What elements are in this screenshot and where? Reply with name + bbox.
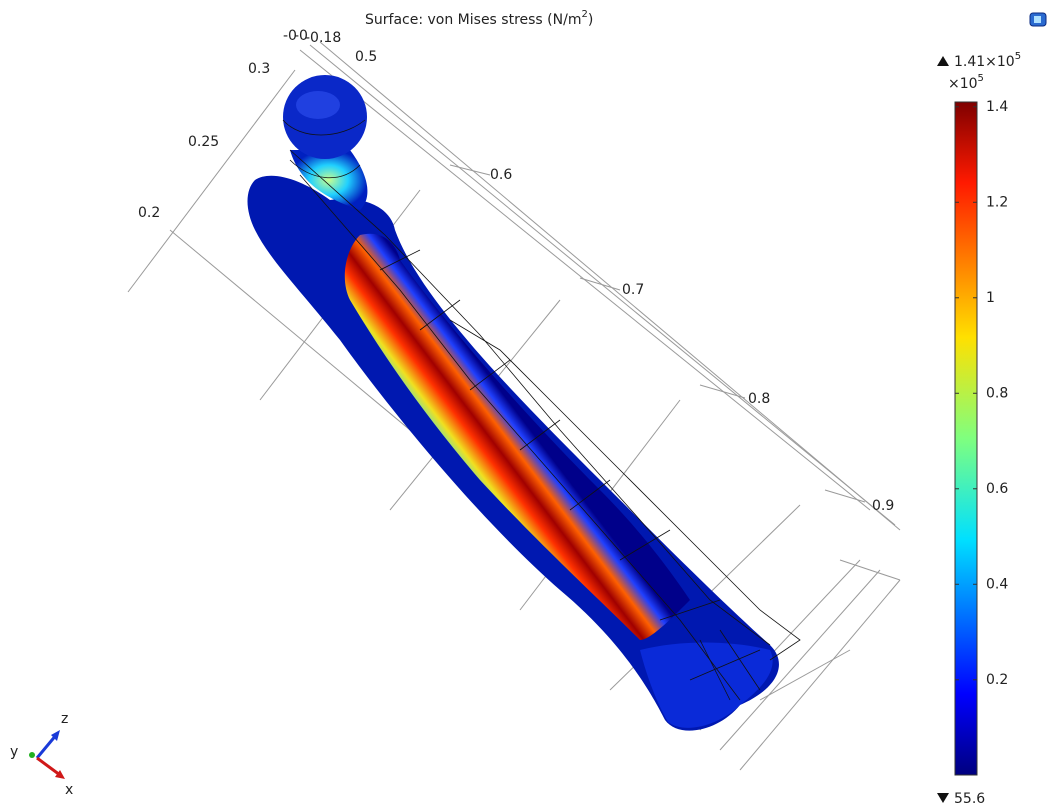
axis-label: 0.7 <box>622 282 644 298</box>
axis-label: 0.6 <box>490 167 512 183</box>
axis-label: 0.25 <box>188 134 219 150</box>
axis-label: 0.5 <box>355 49 377 65</box>
superscript: 5 <box>1015 51 1021 62</box>
colorbar-tick-label: 1.2 <box>986 194 1008 210</box>
max-mantissa: 1.41 <box>954 54 985 70</box>
colorbar-tick-label: 0.2 <box>986 672 1008 688</box>
colorbar-min: 55.6 <box>954 791 985 807</box>
colorbar-scale <box>955 102 977 775</box>
colorbar-tick-label: 0.8 <box>986 385 1008 401</box>
axis-label: 0.9 <box>872 498 894 514</box>
axis-label: -0.18 <box>305 30 341 46</box>
triad-y: y <box>10 744 18 760</box>
axis-label: 0.2 <box>138 205 160 221</box>
multiplier-times: ×10 <box>948 76 978 92</box>
max-times: ×10 <box>985 54 1015 70</box>
colorbar-tick-label: 0.6 <box>986 481 1008 497</box>
max-marker <box>937 56 949 66</box>
plot-window: 1.41×105×10555.61.41.210.80.60.40.2 zyx … <box>0 0 1057 808</box>
title-text: Surface: von Mises stress (N/m <box>365 12 581 28</box>
triad-x: x <box>65 782 73 798</box>
femur-model <box>248 75 801 731</box>
axis-triad: z y x <box>10 711 73 798</box>
colorbar-multiplier: ×105 <box>948 73 984 92</box>
triad-z: z <box>61 711 68 727</box>
min-marker <box>937 793 949 803</box>
colorbar-tick-label: 1.4 <box>986 99 1008 115</box>
title-close: ) <box>588 12 593 28</box>
axis-label: 0.8 <box>748 391 770 407</box>
colorbar-max: 1.41×105 <box>954 51 1021 70</box>
axis-label: 0.3 <box>248 61 270 77</box>
colorbar-tick-label: 0.4 <box>986 576 1008 592</box>
colorbar-tick-label: 1 <box>986 290 995 306</box>
superscript: 5 <box>978 73 984 84</box>
plot-title: Surface: von Mises stress (N/m2) <box>365 9 593 28</box>
